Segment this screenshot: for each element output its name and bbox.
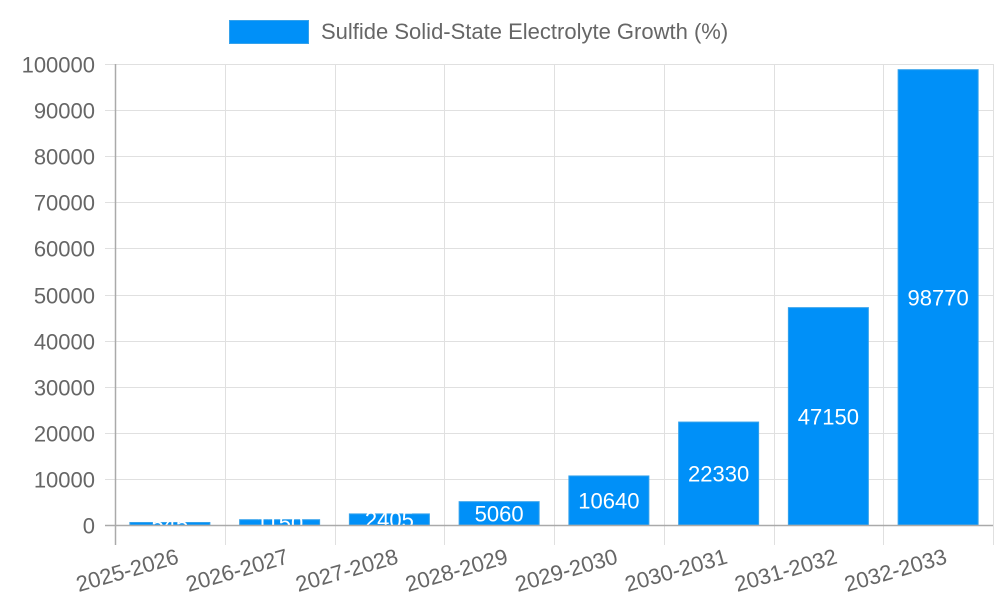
x-tick-label: 2029-2030: [512, 544, 620, 597]
legend[interactable]: Sulfide Solid-State Electrolyte Growth (…: [229, 19, 728, 45]
y-tick-label: 80000: [34, 145, 95, 170]
y-tick-label: 60000: [34, 237, 95, 262]
y-tick-label: 50000: [34, 284, 95, 309]
bar-value-label: 5060: [475, 501, 524, 526]
bar[interactable]: [787, 307, 869, 526]
bar-value-label: 2405: [365, 507, 414, 532]
y-axis: 0 10000 20000 30000 40000 50000 60000 70000 8000…: [22, 53, 117, 545]
y-tick-label: 30000: [34, 376, 95, 401]
bar[interactable]: [568, 475, 650, 526]
bar-group[interactable]: 1150: [239, 510, 321, 535]
y-tick-label: 0: [83, 514, 95, 539]
x-tick-label: 2028-2029: [402, 544, 510, 597]
x-tick-label: 2025-2026: [73, 544, 181, 597]
bar-group[interactable]: 5060: [458, 501, 540, 526]
x-axis: 2025-2026 2026-2027 2027-2028 2028-2029 2029…: [73, 524, 993, 597]
x-tick-label: 2031-2032: [732, 544, 840, 597]
bar-value-label: 47150: [798, 404, 859, 429]
y-tick-label: 20000: [34, 422, 95, 447]
bar-group[interactable]: 98770: [897, 69, 979, 526]
bar-value-label: 545: [152, 512, 189, 537]
legend-label: Sulfide Solid-State Electrolyte Growth (…: [321, 19, 729, 44]
bar-group[interactable]: 545: [129, 512, 211, 537]
bar[interactable]: [678, 421, 760, 526]
bar-group[interactable]: 10640: [568, 475, 650, 526]
y-tick-label: 10000: [34, 468, 95, 493]
bar-value-label: 22330: [688, 462, 749, 487]
bar-group[interactable]: 22330: [678, 421, 760, 526]
bar-value-label: 10640: [578, 488, 639, 513]
x-tick-label: 2027-2028: [293, 544, 401, 597]
y-tick-label: 70000: [34, 191, 95, 216]
bar-group[interactable]: 2405: [348, 507, 430, 532]
x-tick-label: 2026-2027: [183, 544, 291, 597]
legend-swatch: [229, 20, 309, 44]
x-tick-label: 2032-2033: [841, 544, 949, 597]
bar-value-label: 98770: [908, 285, 969, 310]
y-tick-label: 90000: [34, 99, 95, 124]
y-tick-label: 40000: [34, 330, 95, 355]
y-tick-label: 100000: [22, 53, 95, 78]
x-tick-label: 2030-2031: [622, 544, 730, 597]
bar-group[interactable]: 47150: [787, 307, 869, 526]
bars: 545 1150 2405 5060 10640 22330 47150 98770: [129, 69, 979, 537]
bar-value-label: 1150: [256, 510, 303, 535]
bar[interactable]: [897, 69, 979, 526]
